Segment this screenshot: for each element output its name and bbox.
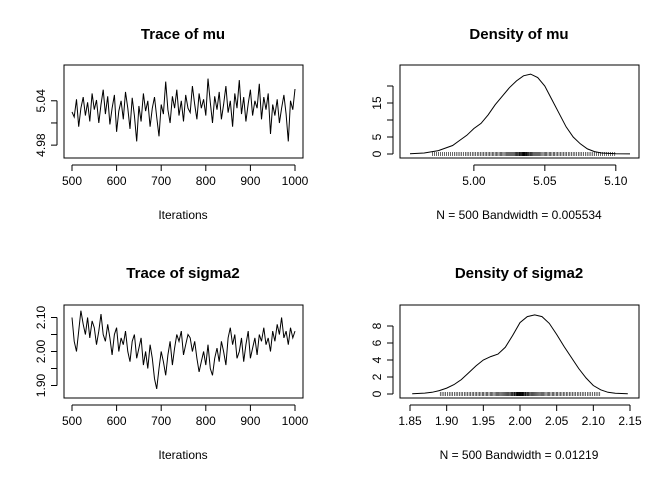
x-axis-label: N = 500 Bandwidth = 0.01219	[440, 448, 599, 462]
x-tick-label: 1000	[282, 174, 309, 188]
panel-trace-sigma2: Trace of sigma2 500 600 700 800 900 1000 1.90 2…	[34, 265, 309, 462]
y-tick-label: 8	[370, 322, 384, 329]
trace-line	[71, 310, 296, 390]
x-tick-label: 5.00	[462, 174, 486, 188]
y-tick-label: 5.04	[34, 89, 48, 113]
x-tick-label: 5.05	[533, 174, 557, 188]
density-curve	[409, 73, 631, 156]
x-tick-label: 900	[240, 414, 260, 428]
x-tick-label: 2.00	[508, 414, 532, 428]
axis-ticks: 5.00 5.05 5.10 0 5 15	[370, 85, 628, 188]
x-tick-label: 1.95	[472, 414, 496, 428]
x-tick-label: 600	[107, 414, 127, 428]
axis-ticks: 500 600 700 800 900 1000 1.90 2.00 2.10	[34, 305, 309, 428]
x-tick-label: 1.85	[398, 414, 422, 428]
x-tick-label: 500	[62, 414, 82, 428]
plot-frame	[63, 304, 304, 399]
y-tick-label: 4.98	[34, 133, 48, 157]
axis-ticks: 500 600 700 800 900 1000 4.98 5.04	[34, 89, 309, 188]
trace-path	[71, 78, 296, 142]
plot-frame	[63, 64, 304, 159]
x-tick-label: 600	[107, 174, 127, 188]
x-tick-label: 800	[196, 414, 216, 428]
x-tick-label: 1.90	[435, 414, 459, 428]
y-tick-label: 5	[370, 133, 384, 140]
x-tick-label: 900	[240, 174, 260, 188]
x-tick-label: 700	[151, 414, 171, 428]
x-tick-label: 500	[62, 174, 82, 188]
y-tick-label: 2.00	[34, 339, 48, 363]
y-tick-label: 2.10	[34, 305, 48, 329]
plot-frame	[399, 64, 640, 159]
x-tick-label: 800	[196, 174, 216, 188]
x-axis-label: Iterations	[158, 208, 207, 222]
y-tick-label: 15	[370, 96, 384, 110]
panel-density-sigma2: Density of sigma2 1.85 1.90 1.95 2.00 2.05 2.…	[370, 265, 642, 462]
density-path	[412, 314, 628, 395]
y-tick-label: 0	[370, 150, 384, 157]
axis-ticks: 1.85 1.90 1.95 2.00 2.05 2.10 2.15 0 2 4 6 8	[370, 322, 642, 428]
x-tick-label: 1000	[282, 414, 309, 428]
trace-line	[71, 78, 296, 142]
y-tick-label: 0	[370, 390, 384, 397]
chart-title: Trace of sigma2	[126, 265, 239, 282]
y-tick-label: 4	[370, 356, 384, 363]
chart-title: Density of mu	[469, 26, 568, 43]
y-tick-label: 2	[370, 373, 384, 380]
density-path	[409, 73, 631, 155]
panel-trace-mu: Trace of mu 500 600 700 800 900 10004.985.04 …	[34, 26, 309, 222]
x-tick-label: 2.05	[545, 414, 569, 428]
x-tick-label: 2.15	[618, 414, 642, 428]
trace-path	[71, 310, 296, 390]
x-axis-label: Iterations	[158, 448, 207, 462]
x-tick-label: 2.10	[582, 414, 606, 428]
plot-frame	[399, 304, 640, 399]
x-axis-label: N = 500 Bandwidth = 0.005534	[436, 208, 602, 222]
x-tick-label: 5.10	[604, 174, 628, 188]
y-tick-label: 1.90	[34, 373, 48, 397]
chart-title: Trace of mu	[141, 26, 225, 43]
chart-title: Density of sigma2	[455, 265, 583, 282]
density-curve	[412, 314, 628, 396]
y-tick-label: 6	[370, 339, 384, 346]
x-tick-label: 700	[151, 174, 171, 188]
panel-density-mu: Density of mu 5.00 5.05 5.10 0 5 15 N = 500 B…	[370, 26, 640, 222]
